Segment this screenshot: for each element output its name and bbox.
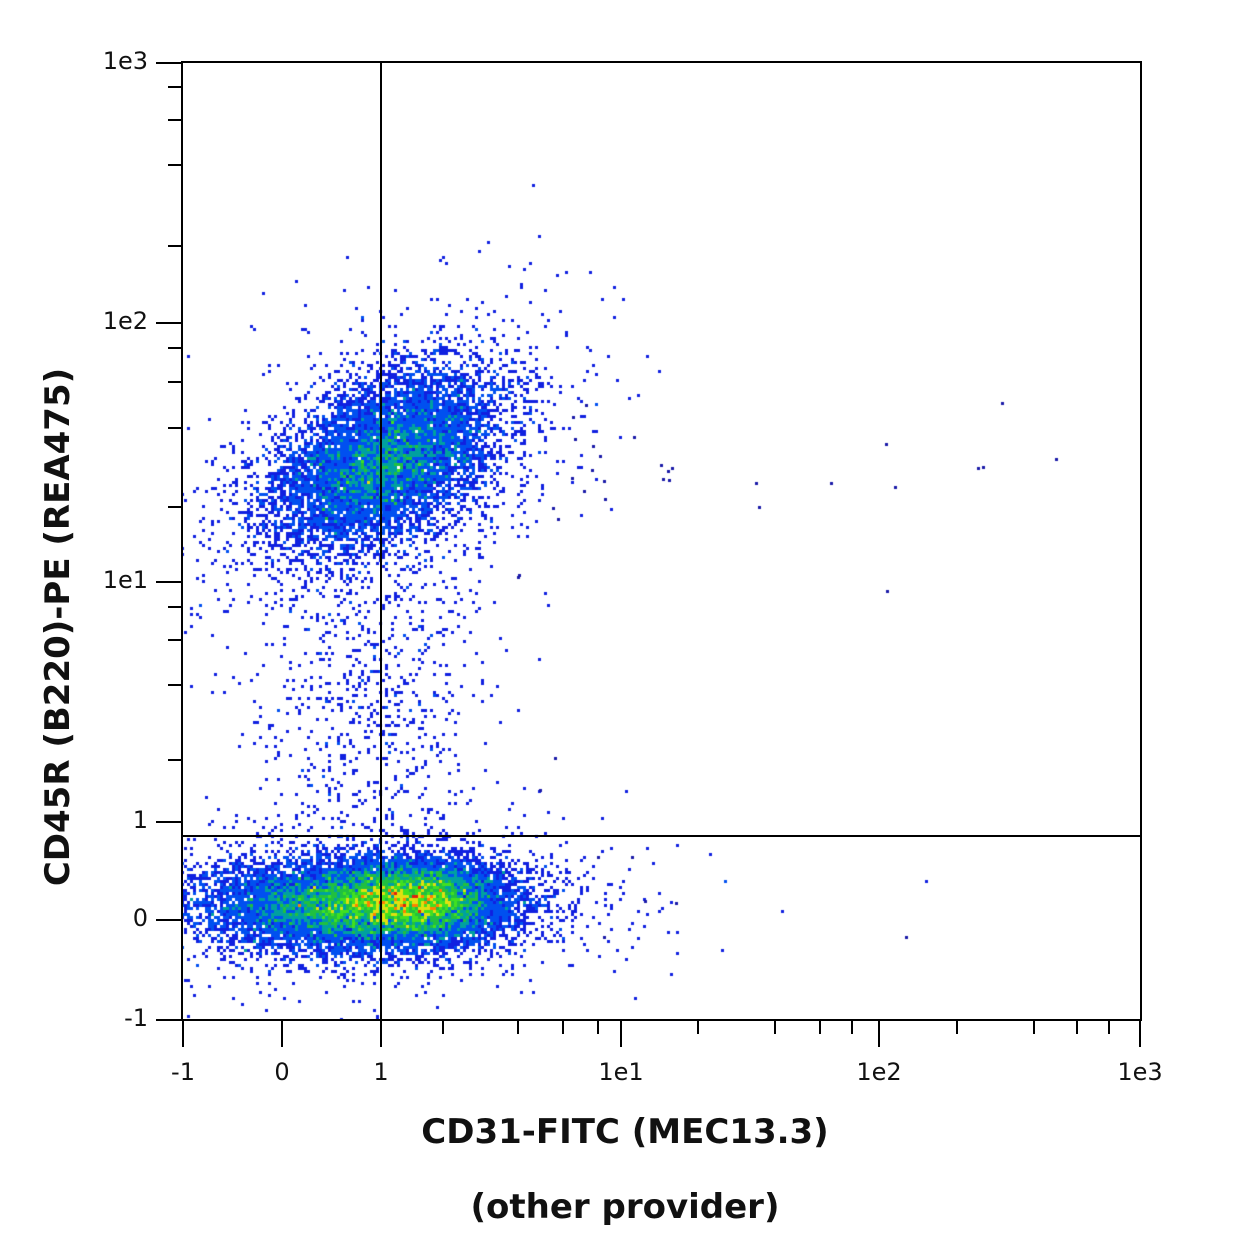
x-tick-label: 0 xyxy=(274,1058,290,1086)
y-major-tick xyxy=(156,1019,181,1021)
y-minor-tick xyxy=(168,506,181,508)
x-tick-label: 1e2 xyxy=(856,1058,902,1086)
y-tick-label: 0 xyxy=(132,904,148,932)
x-minor-tick xyxy=(442,1021,444,1034)
x-minor-tick xyxy=(819,1021,821,1034)
y-minor-tick xyxy=(168,347,181,349)
y-major-tick xyxy=(156,821,181,823)
x-minor-tick xyxy=(774,1021,776,1034)
y-major-tick xyxy=(156,322,181,324)
y-tick-label: -1 xyxy=(124,1004,148,1032)
y-major-tick xyxy=(156,919,181,921)
x-major-tick xyxy=(182,1021,184,1047)
y-minor-tick xyxy=(168,759,181,761)
x-major-tick xyxy=(1139,1021,1141,1047)
x-minor-tick xyxy=(697,1021,699,1034)
x-axis-subtitle: (other provider) xyxy=(470,1187,780,1227)
x-minor-tick xyxy=(956,1021,958,1034)
y-minor-tick xyxy=(168,684,181,686)
x-major-tick xyxy=(620,1021,622,1047)
x-minor-tick xyxy=(1108,1021,1110,1034)
x-major-tick xyxy=(878,1021,880,1047)
x-minor-tick xyxy=(1033,1021,1035,1034)
y-tick-label: 1e1 xyxy=(102,566,148,594)
quadrant-gate-vertical-line xyxy=(380,61,382,1021)
plot-area-frame xyxy=(181,61,1142,1021)
x-axis-title: CD31-FITC (MEC13.3) xyxy=(421,1112,829,1152)
y-minor-tick xyxy=(168,245,181,247)
x-minor-tick xyxy=(851,1021,853,1034)
x-minor-tick xyxy=(1076,1021,1078,1034)
y-minor-tick xyxy=(168,119,181,121)
y-minor-tick xyxy=(168,381,181,383)
x-minor-tick xyxy=(597,1021,599,1034)
y-tick-label: 1 xyxy=(132,806,148,834)
y-major-tick xyxy=(156,62,181,64)
x-tick-label: 1e1 xyxy=(598,1058,644,1086)
y-major-tick xyxy=(156,581,181,583)
y-axis-title: CD45R (B220)-PE (REA475) xyxy=(38,367,78,887)
y-tick-label: 1e2 xyxy=(102,307,148,335)
y-minor-tick xyxy=(168,606,181,608)
density-plot-canvas xyxy=(181,61,1142,1021)
x-minor-tick xyxy=(517,1021,519,1034)
x-minor-tick xyxy=(562,1021,564,1034)
y-minor-tick xyxy=(168,427,181,429)
y-minor-tick xyxy=(168,639,181,641)
y-minor-tick xyxy=(168,86,181,88)
y-tick-label: 1e3 xyxy=(102,47,148,75)
quadrant-gate-horizontal-line xyxy=(181,835,1142,837)
x-tick-label: 1e3 xyxy=(1117,1058,1163,1086)
y-minor-tick xyxy=(168,164,181,166)
x-tick-label: 1 xyxy=(373,1058,389,1086)
x-major-tick xyxy=(281,1021,283,1047)
x-tick-label: -1 xyxy=(171,1058,195,1086)
x-major-tick xyxy=(380,1021,382,1047)
